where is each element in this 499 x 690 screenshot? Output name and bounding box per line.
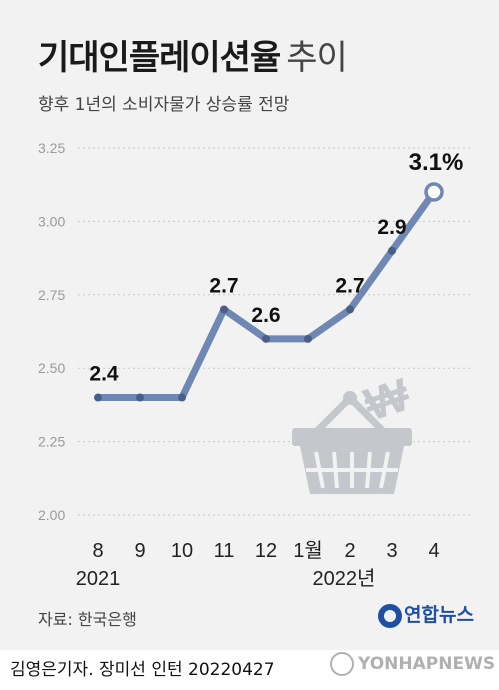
data-label: 2.4	[89, 363, 119, 386]
x-tick-label: 12	[255, 540, 277, 562]
data-points	[94, 182, 444, 402]
y-tick-label: 2.75	[38, 287, 65, 303]
y-tick-label: 2.25	[38, 434, 65, 450]
data-point	[94, 393, 102, 402]
data-labels: 2.4 2.7 2.6 2.7 2.9 3.1%	[89, 149, 463, 386]
data-point	[220, 305, 228, 314]
shopping-basket-icon	[292, 391, 412, 494]
agency-logo-icon	[378, 603, 402, 628]
agency-logo: 연합뉴스	[378, 600, 474, 628]
footer-logo: YONHAPNEWS	[330, 652, 495, 676]
data-label: 2.7	[209, 274, 238, 297]
x-tick-label: 4	[428, 540, 439, 562]
x-tick-label: 9	[134, 540, 145, 562]
data-label: 3.1%	[409, 149, 464, 176]
line-chart: 3.253.002.752.502.252.00 ₩ 2.42.72.62.72…	[38, 140, 470, 590]
footer-logo-text: YONHAPNEWS	[358, 654, 496, 674]
x-tick-label: 10	[171, 540, 193, 562]
y-tick-label: 2.50	[38, 360, 65, 376]
x-tick-label: 2	[344, 540, 355, 562]
x-tick-label: 3	[386, 540, 397, 562]
y-tick-label: 3.25	[38, 140, 65, 156]
x-axis-ticks: 8 9 10 11 12 1월 2 3 4 2021 2022년	[76, 539, 440, 590]
data-point	[262, 334, 270, 343]
data-label: 2.6	[251, 304, 280, 327]
y-axis-ticks: 3.25 3.00 2.75 2.50 2.25 2.00	[38, 140, 65, 523]
data-label: 2.9	[377, 216, 406, 239]
data-point-highlight	[424, 182, 444, 202]
data-point	[136, 393, 144, 402]
logo-mark-icon	[330, 652, 354, 676]
credit-line: 김영은기자. 장미선 인턴 20220427	[10, 660, 275, 680]
x-tick-label: 8	[92, 540, 103, 562]
data-label: 2.7	[335, 274, 364, 297]
won-symbol-icon: ₩	[358, 368, 416, 431]
y-tick-label: 2.00	[38, 507, 65, 523]
agency-name: 연합뉴스	[404, 604, 474, 626]
x-year-label: 2021	[76, 568, 121, 590]
data-point	[388, 246, 396, 255]
x-tick-label: 1월	[293, 539, 323, 562]
x-tick-label: 11	[214, 540, 235, 562]
page-title: 기대인플레이션율 추이	[38, 30, 348, 79]
source-note: 자료: 한국은행	[38, 610, 137, 629]
data-point	[304, 334, 312, 343]
y-tick-label: 3.00	[38, 213, 65, 229]
svg-text:₩: ₩	[358, 368, 416, 431]
data-point	[178, 393, 186, 402]
chart-subtitle: 향후 1년의 소비자물가 상승률 전망	[38, 95, 290, 115]
grid-lines	[78, 147, 470, 516]
title-light: 추이	[286, 38, 348, 78]
x-year-label: 2022년	[313, 567, 376, 590]
data-point	[346, 305, 354, 314]
title-bold: 기대인플레이션율	[38, 38, 281, 78]
